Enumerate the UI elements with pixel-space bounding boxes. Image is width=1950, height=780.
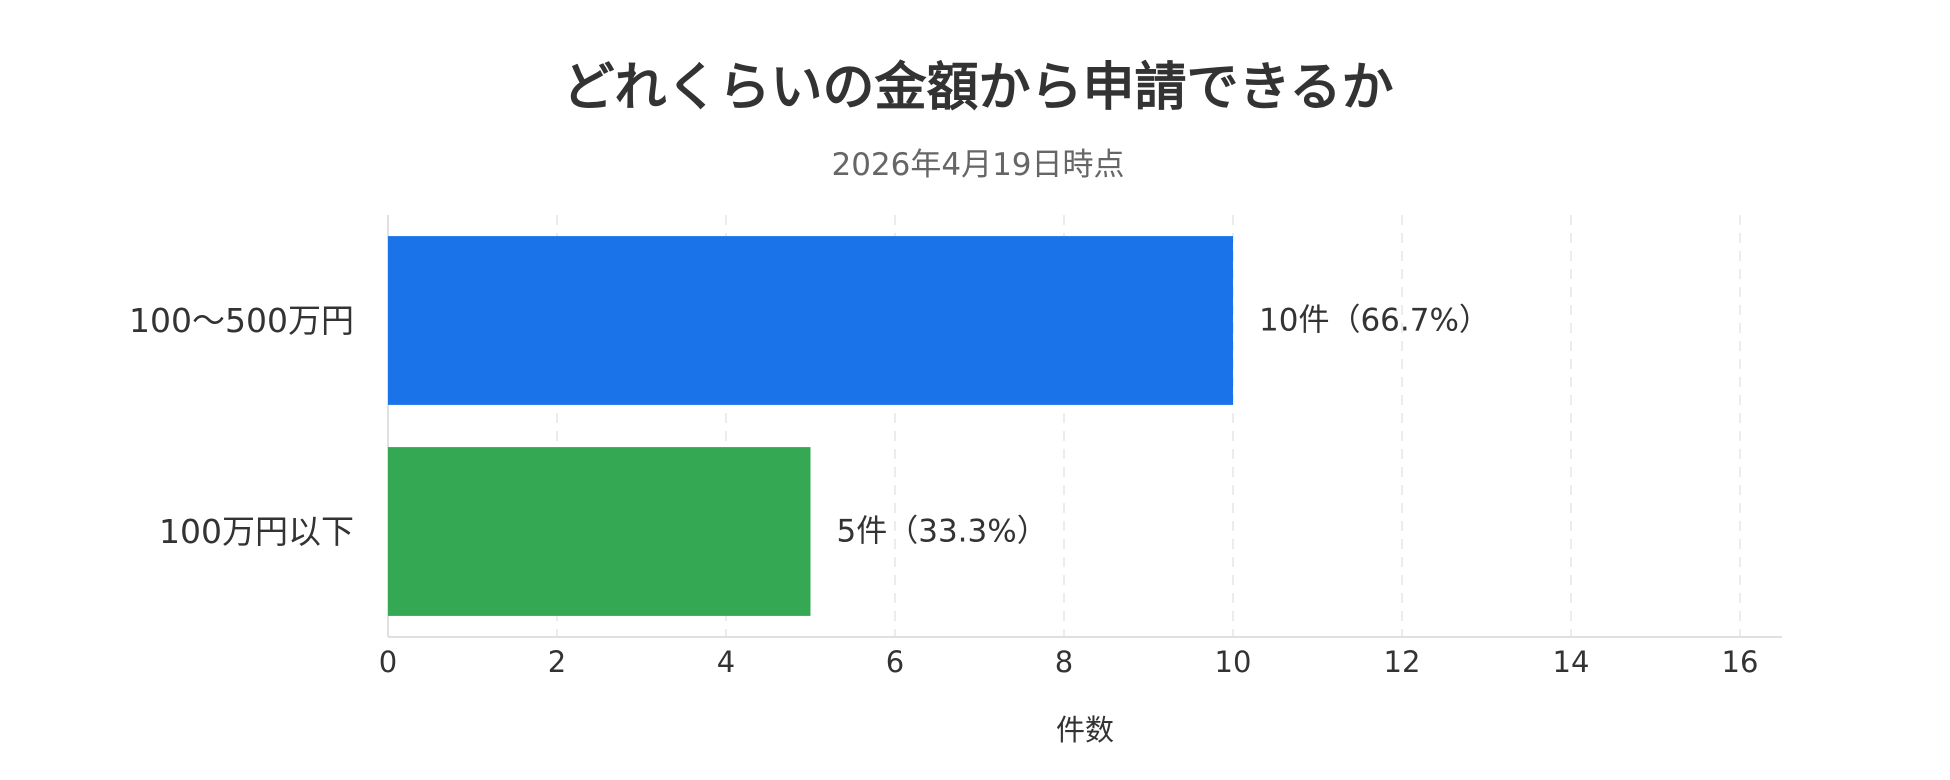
x-axis-ticks: 0 2 4 6 8 10 12 14 16 <box>379 645 1759 679</box>
x-tick-label: 8 <box>1055 645 1073 679</box>
bar <box>388 236 1233 405</box>
chart-subtitle: 2026年4月19日時点 <box>831 147 1124 183</box>
x-tick-label: 10 <box>1215 645 1252 679</box>
category-label: 100〜500万円 <box>129 301 354 340</box>
x-tick-label: 6 <box>886 645 904 679</box>
x-tick-label: 0 <box>379 645 397 679</box>
x-tick-label: 12 <box>1384 645 1421 679</box>
bar <box>388 447 811 616</box>
x-tick-label: 4 <box>717 645 735 679</box>
bars: 100〜500万円 10件（66.7%） 100万円以下 5件（33.3%） <box>129 236 1490 616</box>
x-tick-label: 16 <box>1722 645 1759 679</box>
category-label: 100万円以下 <box>159 512 354 551</box>
x-tick-label: 2 <box>548 645 566 679</box>
x-axis-title: 件数 <box>1056 713 1114 747</box>
x-tick-label: 14 <box>1553 645 1590 679</box>
chart-title: どれくらいの金額から申請できるか <box>563 58 1394 118</box>
bar-value-label: 10件（66.7%） <box>1259 303 1490 339</box>
bar-value-label: 5件（33.3%） <box>837 514 1048 550</box>
